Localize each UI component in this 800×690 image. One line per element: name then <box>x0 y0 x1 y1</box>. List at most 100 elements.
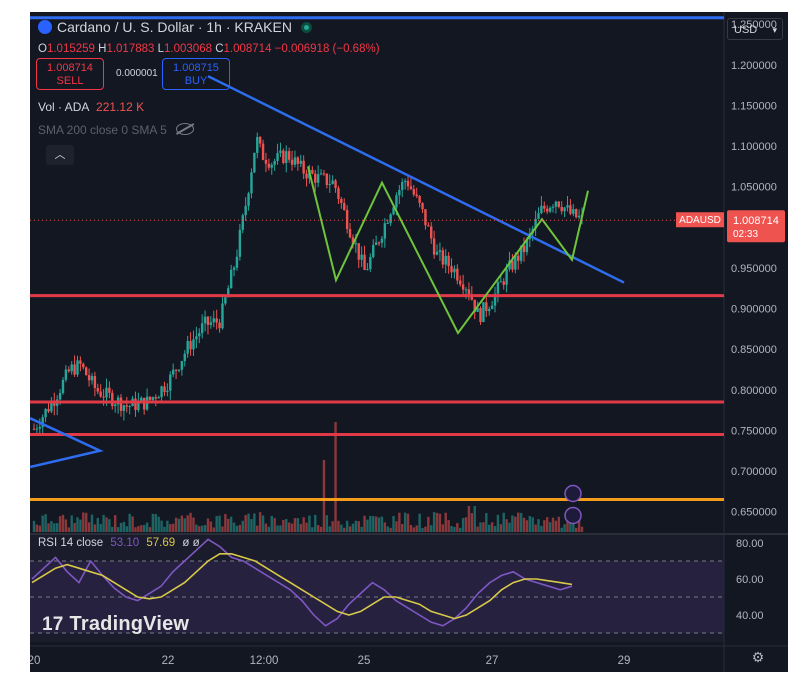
candle-body <box>360 254 363 260</box>
candles-group <box>32 132 584 435</box>
volume-bar <box>76 517 79 532</box>
candle-body <box>488 308 491 312</box>
volume-bar <box>435 512 439 532</box>
candle-body <box>235 256 239 268</box>
candle-body <box>261 143 265 160</box>
volume-bar <box>548 522 552 532</box>
chart-canvas[interactable]: 1.250000 1.200000 1.150000 1.100000 1.050000… <box>30 12 788 672</box>
volume-bar <box>73 522 76 532</box>
volume-bar <box>314 514 317 532</box>
alert-add-icon <box>564 484 582 503</box>
candle-body <box>38 427 41 429</box>
candle-body <box>212 318 215 323</box>
volume-bar <box>580 526 584 532</box>
candle-body <box>35 428 39 430</box>
candle-body <box>525 239 529 253</box>
candle-body <box>99 391 102 397</box>
candle-body <box>47 408 50 412</box>
candle-body <box>87 375 91 381</box>
sma-legend[interactable]: SMA 200 close 0 SMA 5 <box>38 123 195 137</box>
candle-body <box>456 268 459 281</box>
candle-body <box>572 209 575 214</box>
volume-bar <box>235 525 239 532</box>
candle-body <box>540 205 543 214</box>
volume-bar <box>528 516 532 532</box>
collapse-legend-button[interactable]: ︿ <box>46 145 74 165</box>
volume-bar <box>511 515 514 532</box>
y-tick-label: 1.100000 <box>731 141 777 153</box>
candle-body <box>395 195 398 208</box>
candle-body <box>154 397 157 399</box>
volume-bar <box>195 524 198 532</box>
candle-body <box>502 281 505 285</box>
candle-body <box>108 387 111 393</box>
volume-bar <box>308 515 311 532</box>
candle-body <box>128 406 131 408</box>
volume-bar <box>479 522 482 532</box>
candle-body <box>369 256 372 270</box>
candle-body <box>421 202 424 210</box>
volume-bar <box>285 519 288 532</box>
tradingview-logo: 17 TradingView <box>42 613 189 636</box>
volume-value: 221.12 K <box>96 100 145 114</box>
volume-bar <box>464 517 468 532</box>
volume-bar <box>264 523 268 532</box>
volume-bar <box>389 527 392 532</box>
volume-bar <box>441 524 445 532</box>
chart-frame: 1.250000 1.200000 1.150000 1.100000 1.050000… <box>30 12 788 672</box>
candle-body <box>511 260 514 270</box>
volume-bar <box>380 516 384 532</box>
candle-body <box>285 151 288 163</box>
candle-body <box>90 376 94 381</box>
volume-bar <box>82 512 85 532</box>
y-tick-label: 0.800000 <box>731 385 777 397</box>
volume-bar <box>345 520 349 532</box>
volume-bar <box>258 512 262 532</box>
rsi-legend[interactable]: RSI 14 close 53.10 57.69 ø ø <box>38 537 200 549</box>
candle-body <box>140 397 143 402</box>
buy-button[interactable]: 1.008715 BUY <box>162 58 230 90</box>
volume-bar <box>499 524 503 532</box>
rsi-tick-label: 40.00 <box>736 610 764 622</box>
volume-bar <box>424 526 427 532</box>
volume-bar <box>50 521 53 532</box>
candle-body <box>366 269 369 271</box>
candle-body <box>93 376 97 389</box>
volume-bar <box>296 518 300 532</box>
volume-bar <box>87 522 91 532</box>
volume-bar <box>557 516 561 532</box>
volume-bar <box>430 525 433 532</box>
sell-button[interactable]: 1.008714 SELL <box>36 58 104 90</box>
price-tag-value: 1.008714 <box>733 215 779 227</box>
volume-bar <box>427 516 430 532</box>
candle-body <box>102 396 105 398</box>
volume-legend[interactable]: Vol · ADA 221.12 K <box>38 100 144 114</box>
symbol-title[interactable]: Cardano / U. S. Dollar · 1h · KRAKEN <box>38 19 312 35</box>
sell-label: SELL <box>56 75 84 87</box>
candle-body <box>58 393 62 400</box>
volume-bar <box>224 513 227 532</box>
candle-body <box>198 333 201 337</box>
settings-gear-icon[interactable]: ⚙ <box>751 649 765 665</box>
flash-alert-icon <box>564 506 582 525</box>
candle-body <box>424 209 427 226</box>
volume-bar <box>140 525 143 532</box>
volume-bar <box>290 523 294 532</box>
volume-bar <box>70 515 73 532</box>
symbol-tag-text: ADAUSD <box>679 215 721 226</box>
volume-bar <box>238 524 242 532</box>
high-value: 1.017883 <box>106 43 155 55</box>
volume-bar <box>229 516 233 532</box>
currency-select[interactable]: USD ▾ <box>727 18 783 40</box>
candle-body <box>183 353 186 362</box>
volume-bar <box>522 517 526 532</box>
open-label: O <box>38 43 47 55</box>
volume-bar <box>163 526 166 532</box>
candle-body <box>206 316 210 325</box>
volume-bar <box>575 527 578 532</box>
volume-bar <box>131 516 134 532</box>
candle-body <box>389 214 392 223</box>
candle-body <box>412 189 416 195</box>
hidden-eye-icon[interactable] <box>176 123 195 135</box>
tradingview-wordmark: TradingView <box>69 613 190 635</box>
